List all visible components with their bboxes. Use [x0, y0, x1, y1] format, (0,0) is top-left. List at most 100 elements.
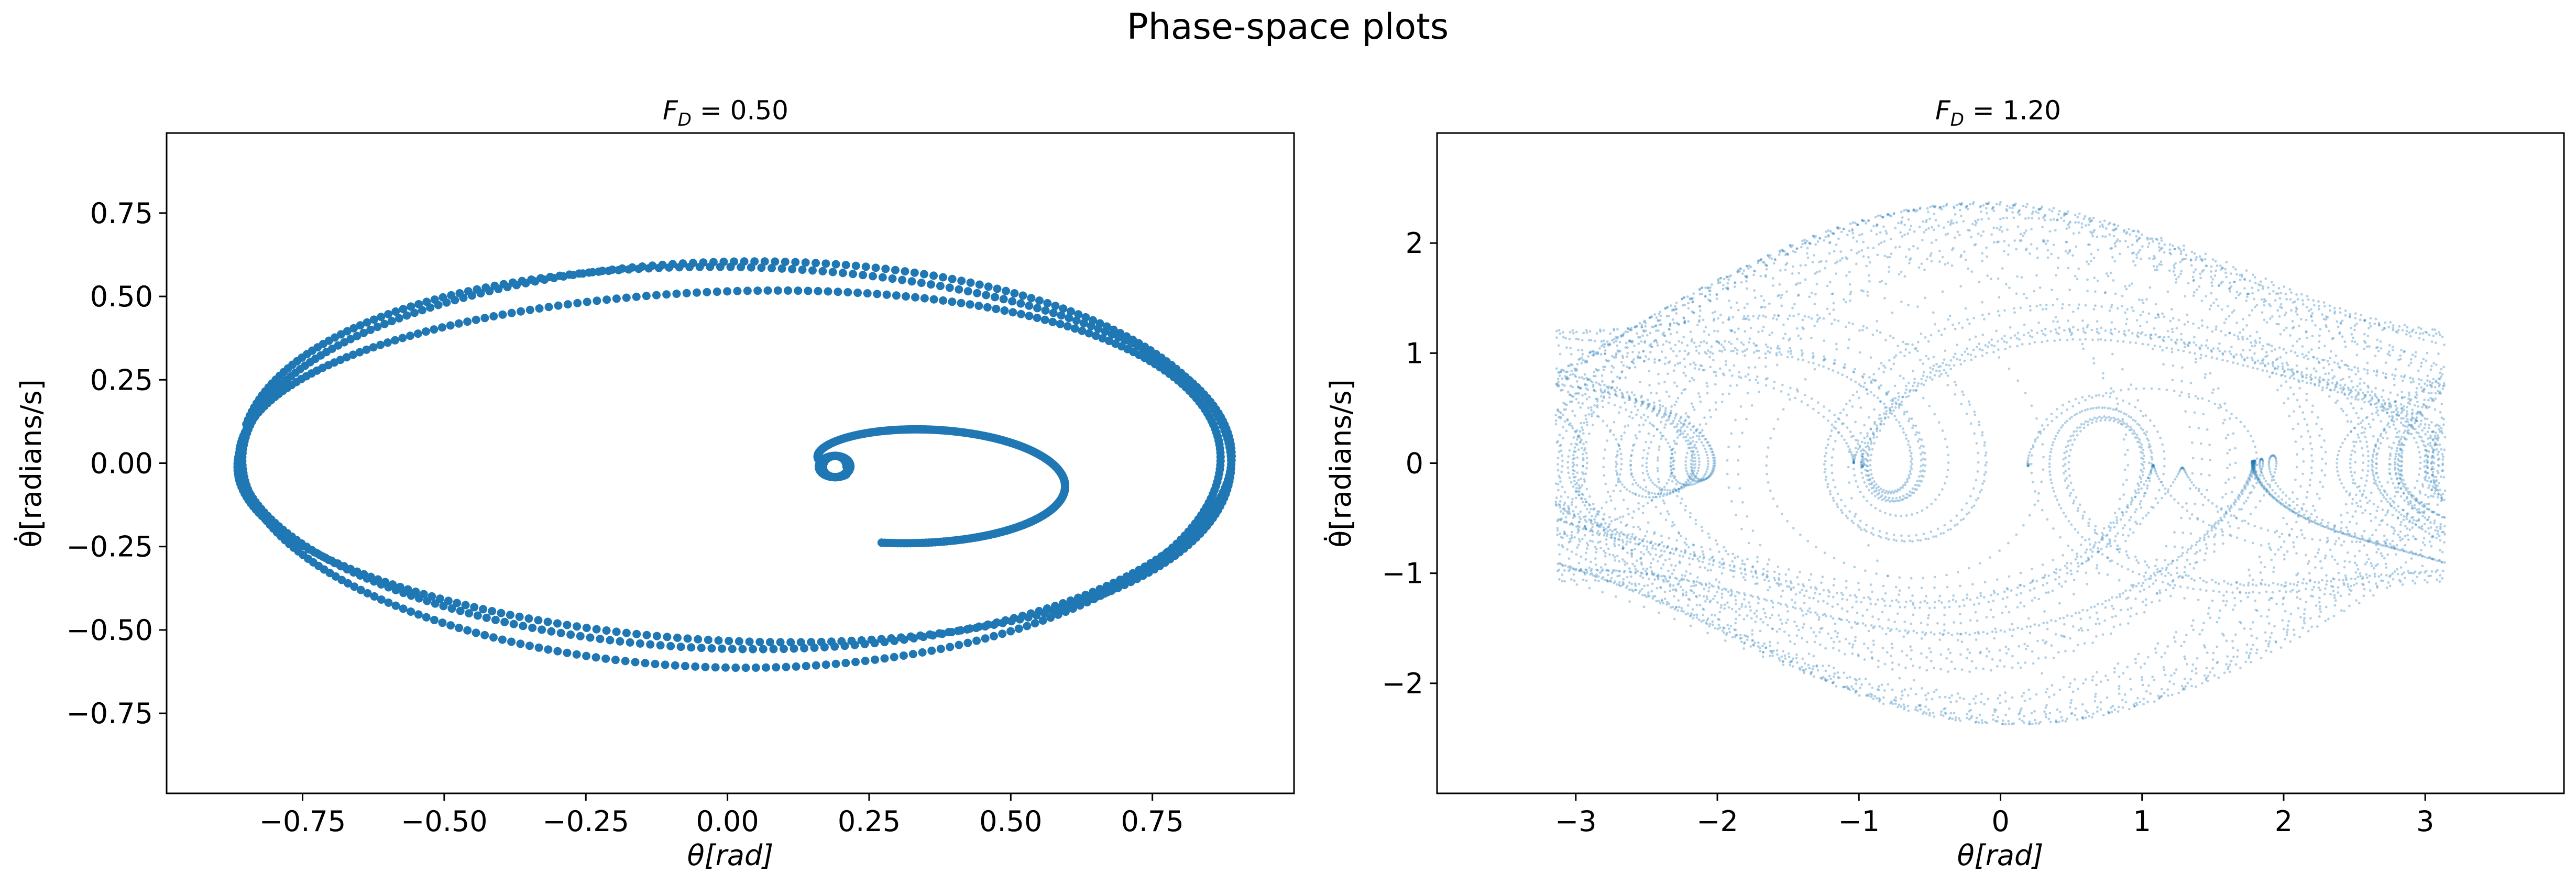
data-point [1789, 663, 1791, 667]
data-point [2364, 563, 2367, 566]
data-point [1837, 649, 1840, 652]
data-point [384, 309, 393, 318]
data-point [2122, 340, 2125, 343]
data-point [1799, 264, 1802, 267]
data-point [2096, 327, 2099, 330]
data-point [2060, 412, 2063, 415]
data-point [1923, 451, 1926, 455]
data-point [1918, 666, 1921, 669]
data-point [2388, 426, 2391, 428]
data-point [2112, 408, 2115, 411]
data-point [1747, 267, 1750, 270]
data-point [1960, 353, 1964, 357]
data-point [1586, 424, 1588, 426]
data-point [1741, 501, 1744, 504]
data-point [2440, 375, 2443, 378]
data-point [1772, 387, 1775, 390]
data-point [2297, 607, 2300, 610]
data-point [2097, 338, 2100, 341]
data-point [2196, 550, 2199, 554]
data-point [2285, 311, 2287, 314]
data-point [2400, 521, 2403, 524]
data-point [2217, 387, 2220, 390]
data-point [2366, 474, 2369, 477]
data-point [1933, 374, 1936, 377]
data-point [2230, 491, 2233, 493]
data-point [1891, 646, 1894, 649]
data-point [2145, 479, 2147, 482]
data-point [1753, 612, 1756, 615]
data-point [2060, 426, 2063, 429]
data-point [1923, 231, 1926, 234]
data-point [1689, 512, 1692, 515]
data-point [1780, 390, 1783, 393]
data-point [363, 318, 371, 327]
data-point [1740, 572, 1743, 575]
data-point [2250, 660, 2253, 663]
data-point [2223, 350, 2227, 353]
data-point [2429, 383, 2432, 386]
data-point [2281, 368, 2284, 370]
data-point [422, 613, 431, 622]
data-point [1697, 392, 1700, 395]
data-point [2296, 370, 2299, 373]
data-point [2392, 328, 2395, 331]
data-point [2351, 515, 2354, 518]
data-point [1701, 560, 1704, 563]
data-point [2395, 449, 2398, 452]
data-point [1726, 282, 1729, 285]
data-point [892, 291, 901, 300]
data-point [2151, 458, 2154, 461]
data-point [2147, 684, 2150, 687]
data-point [1964, 307, 1967, 310]
data-point [1927, 227, 1930, 230]
data-point [1811, 261, 1814, 263]
data-point [1642, 449, 1646, 452]
data-point [2206, 651, 2209, 654]
data-point [2080, 410, 2084, 413]
data-point [1849, 430, 1852, 434]
data-point [1771, 606, 1774, 609]
data-point [1778, 283, 1781, 286]
data-point [2046, 627, 2049, 630]
data-point [2011, 635, 2014, 638]
data-point [2173, 672, 2176, 675]
data-point [1719, 606, 1723, 609]
data-point [2248, 591, 2251, 594]
data-point [1800, 400, 1803, 403]
data-point [1556, 378, 1560, 381]
data-point [831, 260, 840, 269]
data-point [1562, 512, 1565, 515]
data-point [1850, 626, 1854, 629]
data-point [1903, 224, 1906, 226]
data-point [1891, 702, 1894, 705]
data-point [2424, 544, 2426, 547]
data-point [2322, 367, 2325, 370]
data-point [2337, 571, 2340, 574]
data-point [1009, 308, 1017, 317]
data-point [1708, 623, 1712, 626]
data-point [1992, 241, 1996, 244]
data-point [2375, 457, 2378, 460]
data-point [2179, 272, 2182, 275]
data-point [1604, 555, 1607, 558]
data-point [612, 294, 621, 303]
data-point [1590, 415, 1593, 418]
data-point [2329, 548, 2332, 551]
data-point [388, 580, 397, 589]
data-point [1826, 284, 1829, 287]
data-point [2122, 438, 2125, 441]
data-point [2430, 340, 2434, 343]
data-point [480, 630, 489, 639]
data-point [1983, 581, 1987, 584]
data-point [848, 270, 857, 279]
data-point [1932, 712, 1935, 715]
data-point [602, 295, 611, 304]
data-point [1717, 617, 1719, 621]
data-point [1692, 544, 1695, 546]
data-point [1590, 507, 1592, 511]
data-point [2261, 369, 2264, 372]
data-point [1618, 377, 1621, 380]
data-point [1615, 465, 1617, 468]
data-point [1940, 710, 1943, 713]
